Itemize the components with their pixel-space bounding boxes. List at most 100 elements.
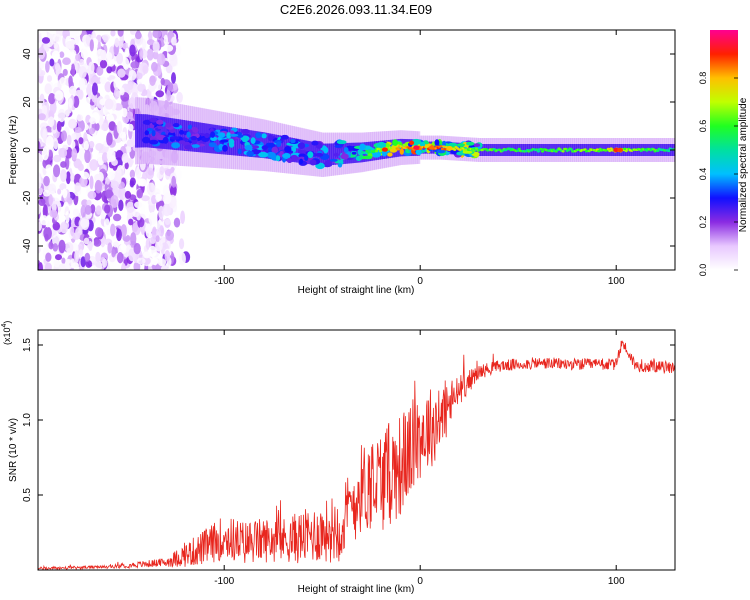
- heatmap-cell: [149, 139, 159, 145]
- heatmap-cell: [95, 205, 102, 216]
- heatmap-cell: [169, 136, 180, 140]
- heatmap-cell: [107, 171, 115, 181]
- snr-multiplier: (x104): [1, 321, 12, 345]
- heatmap-cell: [104, 189, 114, 199]
- heatmap-cell: [110, 223, 116, 237]
- heatmap-cell: [75, 53, 81, 62]
- heatmap-cell: [138, 114, 142, 148]
- heatmap-cell: [72, 232, 81, 240]
- heatmap-cell: [164, 218, 171, 225]
- heatmap-cell: [334, 144, 343, 148]
- heatmap-cell: [95, 143, 104, 151]
- heatmap-cell: [90, 76, 100, 84]
- heatmap-cell: [284, 145, 292, 153]
- heatmap-cell: [419, 141, 426, 147]
- heatmap-cell: [146, 48, 154, 61]
- heatmap-cell: [160, 77, 166, 86]
- heatmap-cell: [178, 140, 186, 144]
- heatmap-cell: [178, 119, 182, 151]
- spectrogram-x-label: Height of straight line (km): [298, 285, 415, 296]
- heatmap-cell: [304, 154, 309, 161]
- heatmap-cell: [366, 151, 370, 154]
- heatmap-cell: [110, 194, 119, 208]
- heatmap-cell: [148, 212, 158, 226]
- heatmap-cell: [39, 215, 49, 226]
- svg-text:(x104): (x104): [1, 321, 12, 345]
- heatmap-cell: [351, 151, 357, 155]
- spectrogram-panel: -100 0 100 40 20 0 -20 -40 Height of straight …: [8, 29, 676, 296]
- heatmap-cell: [184, 144, 193, 150]
- colorbar: 0.0 0.2 0.4 0.6 0.8 Normalized spectral ampl…: [698, 30, 749, 276]
- heatmap-cell: [90, 204, 96, 214]
- heatmap-cell: [540, 144, 544, 156]
- heatmap-cell: [331, 143, 334, 165]
- heatmap-cell: [155, 239, 163, 252]
- heatmap-cell: [237, 148, 242, 155]
- heatmap-cell: [44, 262, 52, 270]
- heatmap-cell: [609, 147, 613, 150]
- heatmap-cell: [387, 152, 393, 157]
- heatmap-cell: [606, 147, 610, 151]
- heatmap-cell: [60, 168, 67, 183]
- heatmap-cell: [116, 120, 123, 134]
- heatmap-cell: [169, 185, 177, 197]
- heatmap-cell: [65, 40, 75, 50]
- heatmap-cell: [73, 95, 80, 108]
- heatmap-cell: [152, 41, 160, 53]
- heatmap-cell: [597, 150, 601, 153]
- heatmap-cell: [442, 145, 446, 148]
- heatmap-cell: [78, 77, 88, 91]
- heatmap-cell: [59, 77, 67, 86]
- heatmap-cell: [329, 158, 338, 162]
- heatmap-cell: [78, 66, 87, 79]
- heatmap-cell: [241, 129, 250, 134]
- heatmap-cell: [46, 75, 53, 82]
- heatmap-cell: [43, 175, 50, 187]
- heatmap-cell: [298, 156, 306, 160]
- heatmap-cell: [327, 143, 331, 166]
- heatmap-cell: [110, 155, 116, 162]
- heatmap-cell: [608, 149, 612, 153]
- heatmap-cell: [434, 139, 440, 146]
- heatmap-cell: [597, 144, 601, 156]
- heatmap-cell: [84, 252, 91, 262]
- heatmap-cell: [399, 148, 404, 155]
- heatmap-cell: [507, 144, 511, 156]
- heatmap-cell: [329, 143, 333, 166]
- heatmap-cell: [96, 66, 104, 76]
- heatmap-cell: [617, 147, 624, 153]
- heatmap-cell: [244, 144, 253, 151]
- heatmap-cell: [210, 131, 216, 138]
- heatmap-cell: [118, 199, 124, 212]
- heatmap-cell: [176, 119, 180, 151]
- heatmap-cell: [119, 87, 125, 96]
- snr-x-label: Height of straight line (km): [298, 584, 415, 595]
- heatmap-cell: [160, 265, 168, 270]
- heatmap-cell: [280, 134, 289, 140]
- heatmap-cell: [99, 59, 108, 69]
- heatmap-cell: [171, 142, 181, 149]
- heatmap-cell: [66, 134, 72, 146]
- heatmap-cell: [71, 133, 77, 141]
- heatmap-cell: [113, 77, 121, 91]
- heatmap-cell: [41, 104, 48, 116]
- heatmap-cell: [130, 232, 137, 246]
- heatmap-cell: [392, 139, 398, 147]
- heatmap-cell: [41, 37, 51, 44]
- heatmap-cell: [121, 152, 129, 164]
- heatmap-cell: [78, 89, 84, 100]
- heatmap-cell: [667, 149, 671, 153]
- heatmap-cell: [656, 149, 660, 153]
- heatmap-cell: [54, 254, 63, 261]
- heatmap-cell: [80, 205, 87, 218]
- x-tick-label: 100: [608, 576, 625, 587]
- heatmap-cell: [226, 132, 232, 139]
- heatmap-cell: [569, 148, 573, 151]
- heatmap-cell: [58, 263, 66, 270]
- heatmap-cell: [53, 164, 61, 178]
- heatmap-cell: [38, 246, 41, 254]
- heatmap-cell: [52, 234, 61, 246]
- heatmap-cell: [295, 138, 299, 163]
- heatmap-cell: [164, 250, 171, 262]
- heatmap-cell: [48, 194, 54, 206]
